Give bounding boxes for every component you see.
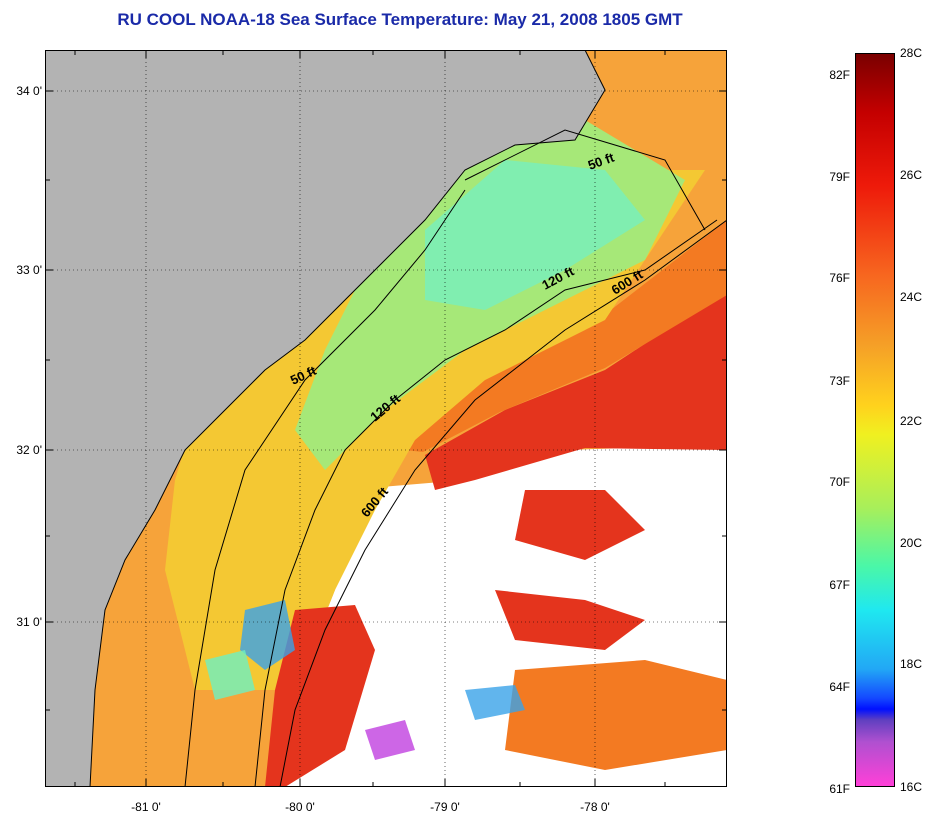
colorbar-c-16: 16C xyxy=(900,780,923,794)
colorbar-f-82: 82F xyxy=(829,68,850,82)
cold-patch-2 xyxy=(205,650,255,700)
colorbar-c-26: 26C xyxy=(900,168,923,182)
sst-map: 50 ft 50 ft 120 ft 120 ft 600 ft 600 ft xyxy=(45,50,727,787)
cold-patch-4 xyxy=(465,685,525,720)
lat-label-31: 31 0' xyxy=(16,615,42,629)
cold-patch-3 xyxy=(365,720,415,760)
cold-patch-1 xyxy=(240,600,295,670)
warm-patch-3 xyxy=(505,660,727,770)
coastline xyxy=(89,50,606,787)
lon-label-78: -78 0' xyxy=(580,800,610,814)
lon-label-79: -79 0' xyxy=(430,800,460,814)
warm-patch-1 xyxy=(515,490,645,560)
colorbar-c-28: 28C xyxy=(900,46,923,60)
lat-label-32: 32 0' xyxy=(16,443,42,457)
colorbar-c-24: 24C xyxy=(900,290,923,304)
nearshore-cyan xyxy=(425,160,645,310)
colorbar-f-61: 61F xyxy=(829,782,850,796)
contour-120ft xyxy=(254,219,718,787)
colorbar-f-79: 79F xyxy=(829,170,850,184)
lat-label-33: 33 0' xyxy=(16,263,42,277)
colorbar-f-67: 67F xyxy=(829,578,850,592)
map-frame xyxy=(45,50,727,787)
colorbar-c-20: 20C xyxy=(900,536,923,550)
lon-label-80: -80 0' xyxy=(285,800,315,814)
gulf-stream-orange xyxy=(405,220,727,452)
lat-label-34: 34 0' xyxy=(16,84,42,98)
warm-patch-2 xyxy=(495,590,645,650)
map-title: RU COOL NOAA-18 Sea Surface Temperature:… xyxy=(117,10,683,29)
colorbar-f-76: 76F xyxy=(829,271,850,285)
contour-600ft xyxy=(279,219,727,787)
colorbar-c-22: 22C xyxy=(900,414,923,428)
colorbar-f-73: 73F xyxy=(829,374,850,388)
temperature-colorbar xyxy=(855,53,895,787)
colorbar-c-18: 18C xyxy=(900,657,923,671)
colorbar-f-70: 70F xyxy=(829,475,850,489)
land-mass xyxy=(45,50,605,787)
shelf-yellow xyxy=(165,170,705,690)
contour-50ft xyxy=(184,129,706,787)
lon-label-81: -81 0' xyxy=(131,800,161,814)
colorbar-f-64: 64F xyxy=(829,680,850,694)
